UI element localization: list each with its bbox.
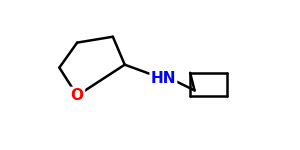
Text: HN: HN bbox=[151, 71, 176, 86]
Text: O: O bbox=[71, 88, 84, 103]
